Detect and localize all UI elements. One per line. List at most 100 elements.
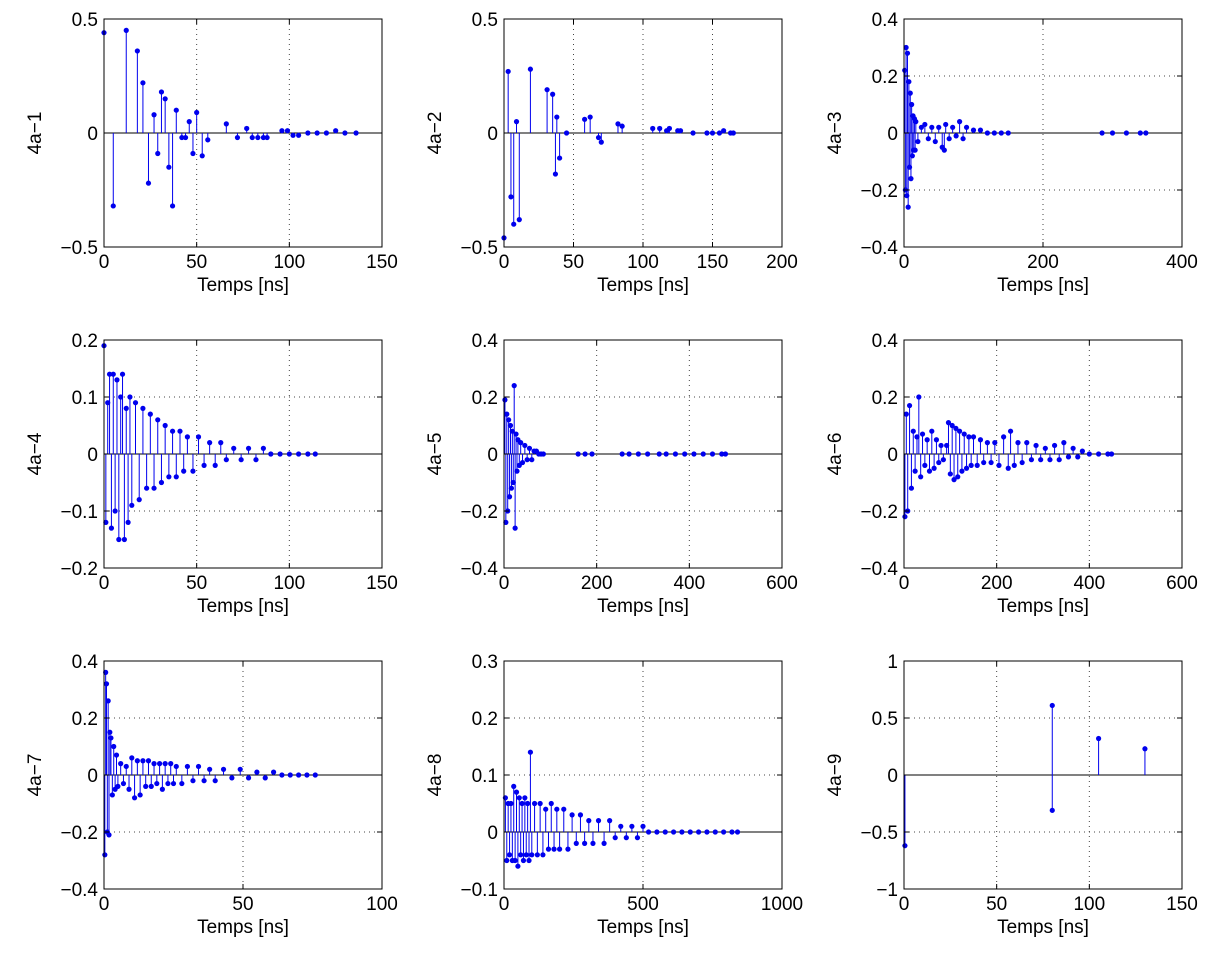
stem-marker [663,451,669,457]
stem-marker [190,150,196,157]
stem-marker [181,468,187,474]
stem-marker [296,451,302,457]
stem-marker [296,772,302,778]
stem-marker [158,89,165,95]
stem-marker [134,48,140,54]
stem-marker [123,27,129,33]
stem-marker [155,417,161,423]
stem-marker [1099,130,1105,136]
stem-marker [518,440,524,446]
stem-marker [1038,457,1044,463]
x-tick-label: 150 [697,252,729,273]
stem-marker [143,783,149,790]
stem-marker [531,800,538,807]
stem-marker [615,121,621,127]
stem-marker [690,130,696,136]
stem-marker [719,451,725,457]
stem-marker [113,752,120,758]
stem-marker [712,829,718,835]
stem-marker [201,462,207,468]
y-tick-label: 0 [887,124,898,145]
stem-marker [504,857,510,864]
stem-marker [207,766,213,772]
stem-marker [151,112,157,118]
stem-marker [218,440,224,446]
x-tick-label: 0 [499,573,510,594]
stem-marker [677,128,684,134]
stem-marker [157,761,163,767]
stem-marker [508,800,514,807]
stem-marker [520,857,527,864]
stem-marker [512,857,518,864]
stem-marker [563,130,570,136]
stem-marker [137,792,143,798]
stem-marker [988,459,994,466]
x-tick-label: 0 [899,573,910,594]
stem-marker [932,138,938,145]
stem-marker [1007,428,1014,434]
stem-marker [963,124,970,130]
y-tick-label: 0.5 [72,10,98,31]
stem-marker [223,121,229,127]
x-axis-label: Temps [ns] [997,917,1089,938]
stem-marker [645,451,651,457]
x-axis-label: Temps [ns] [997,596,1089,617]
x-tick-label: 50 [563,252,584,273]
stem-marker [179,780,185,787]
stem-marker [704,130,710,136]
stem-marker [106,832,112,838]
stem-marker [190,468,196,474]
stem-marker [508,194,514,200]
x-tick-label: 500 [627,894,659,915]
y-axis-label: 4a−3 [825,112,846,155]
stem-marker [721,128,727,134]
stem-marker [505,68,511,75]
stem-marker [312,451,318,457]
stem-marker [544,87,550,93]
stem-marker [529,852,535,858]
stem-marker [169,428,176,434]
y-tick-label: 0.3 [472,652,498,673]
x-tick-label: 0 [899,252,910,273]
stem-marker [103,519,109,526]
stem-marker [981,459,987,466]
stem-marker [524,457,530,463]
stem-marker [106,371,113,377]
stem-marker [902,843,908,849]
stem-marker [966,434,972,440]
y-tick-label: 0 [87,124,98,145]
x-tick-label: 200 [1027,252,1059,273]
y-tick-label: −0.1 [60,502,98,523]
stem-marker [1047,457,1053,463]
stem-marker [912,468,918,474]
stem-marker [527,66,534,72]
stem-marker [110,371,116,377]
stem-marker [537,800,543,807]
stem-marker [601,840,607,847]
y-tick-label: 0.2 [472,388,498,409]
stem-marker [573,840,579,847]
stem-marker [656,451,662,457]
stem-marker [184,763,190,770]
stem-marker [290,132,296,138]
stem-marker [526,857,532,864]
y-tick-label: 0 [487,445,498,466]
stem-marker [503,519,509,526]
y-tick-label: 0.2 [872,388,898,409]
stem-marker [129,755,135,761]
stem-marker [1005,130,1011,136]
stem-marker [195,434,202,440]
stem-marker [115,783,121,790]
stem-marker [119,371,126,377]
stem-marker [913,119,919,125]
stem-marker [173,107,179,113]
stem-marker [552,171,559,177]
stem-marker [277,451,283,457]
stem-marker [519,459,526,466]
stem-marker [1011,462,1017,468]
stem-marker [955,474,961,480]
x-tick-label: 400 [1073,573,1105,594]
stem-marker [640,823,646,829]
y-tick-label: −0.2 [860,181,898,202]
